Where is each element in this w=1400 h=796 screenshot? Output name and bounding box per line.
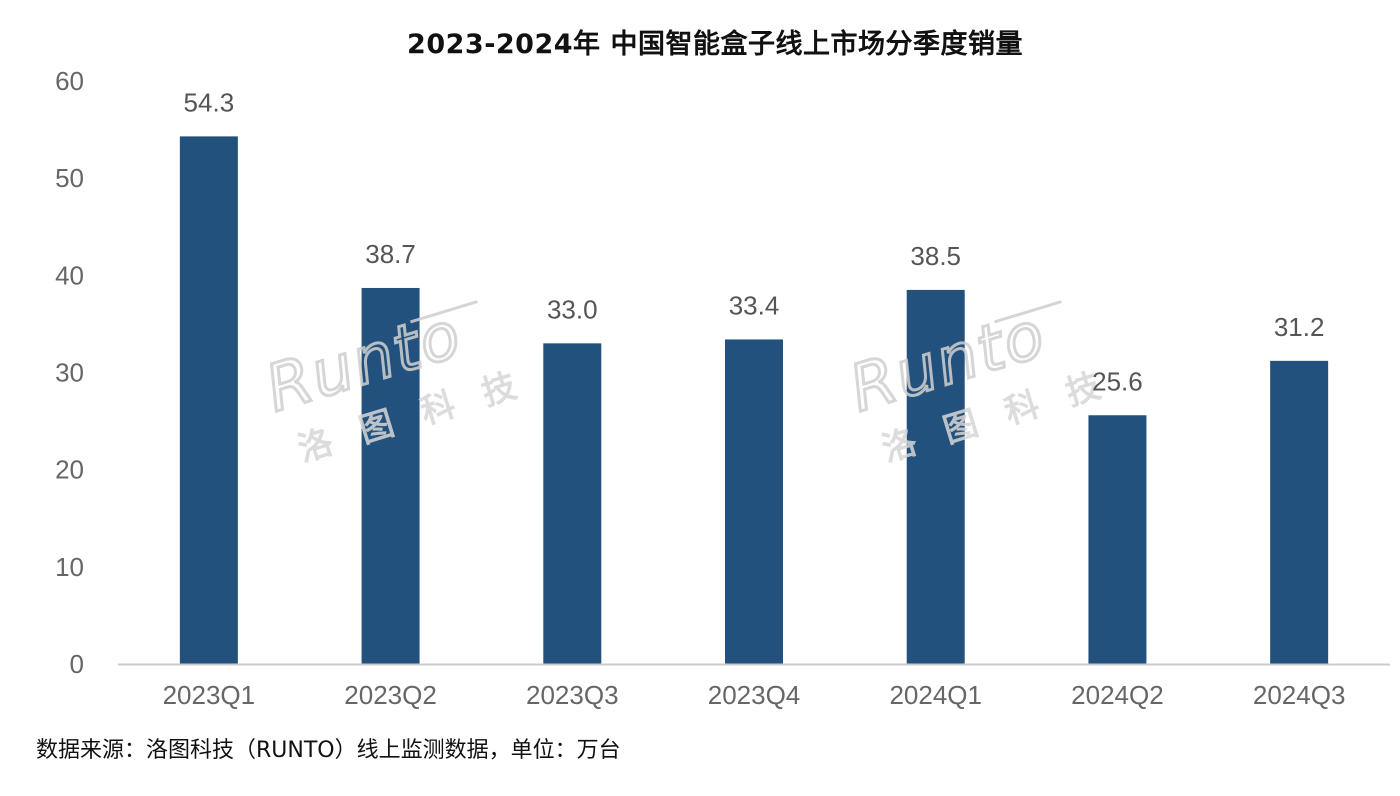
data-label: 38.7 xyxy=(365,239,416,269)
x-axis-labels: 2023Q1 2023Q2 2023Q3 2023Q4 2024Q1 2024Q2 2024… xyxy=(163,680,1346,710)
y-tick-label: 10 xyxy=(55,552,84,582)
bar-2023Q4 xyxy=(725,339,783,664)
watermark-swoosh xyxy=(410,300,478,324)
watermark-swoosh xyxy=(994,300,1062,324)
bar-2024Q1 xyxy=(906,289,965,664)
x-tick-label: 2023Q2 xyxy=(344,680,437,710)
data-label: 33.0 xyxy=(547,294,598,324)
x-tick-label: 2024Q1 xyxy=(889,680,982,710)
data-label: 33.4 xyxy=(729,290,780,320)
data-label: 25.6 xyxy=(1092,366,1143,396)
bar-2023Q3 xyxy=(543,343,602,664)
y-tick-label: 20 xyxy=(55,455,84,485)
data-label: 54.3 xyxy=(184,87,235,117)
x-tick-label: 2023Q4 xyxy=(708,680,801,710)
bar-2023Q1 xyxy=(179,136,238,664)
y-tick-label: 0 xyxy=(70,649,84,679)
data-label: 38.5 xyxy=(910,241,961,271)
y-tick-label: 60 xyxy=(55,66,84,96)
bar-2024Q3 xyxy=(1270,360,1329,664)
x-tick-label: 2024Q3 xyxy=(1253,680,1346,710)
bar-2024Q2 xyxy=(1088,415,1147,664)
x-tick-label: 2023Q3 xyxy=(526,680,619,710)
x-tick-label: 2024Q2 xyxy=(1071,680,1164,710)
bar-2023Q2 xyxy=(361,287,420,664)
y-tick-label: 40 xyxy=(55,260,84,290)
y-tick-label: 30 xyxy=(55,358,84,388)
y-axis-ticks: 0 10 20 30 40 50 60 xyxy=(55,66,84,679)
bars xyxy=(179,136,1329,664)
chart-title: 2023-2024年 中国智能盒子线上市场分季度销量 xyxy=(407,29,1023,60)
data-labels: 54.3 38.7 33.0 33.4 38.5 25.6 31.2 xyxy=(184,87,1325,396)
source-note: 数据来源：洛图科技（RUNTO）线上监测数据，单位：万台 xyxy=(36,738,621,763)
data-label: 31.2 xyxy=(1274,312,1325,342)
x-tick-label: 2023Q1 xyxy=(163,680,256,710)
y-tick-label: 50 xyxy=(55,163,84,193)
